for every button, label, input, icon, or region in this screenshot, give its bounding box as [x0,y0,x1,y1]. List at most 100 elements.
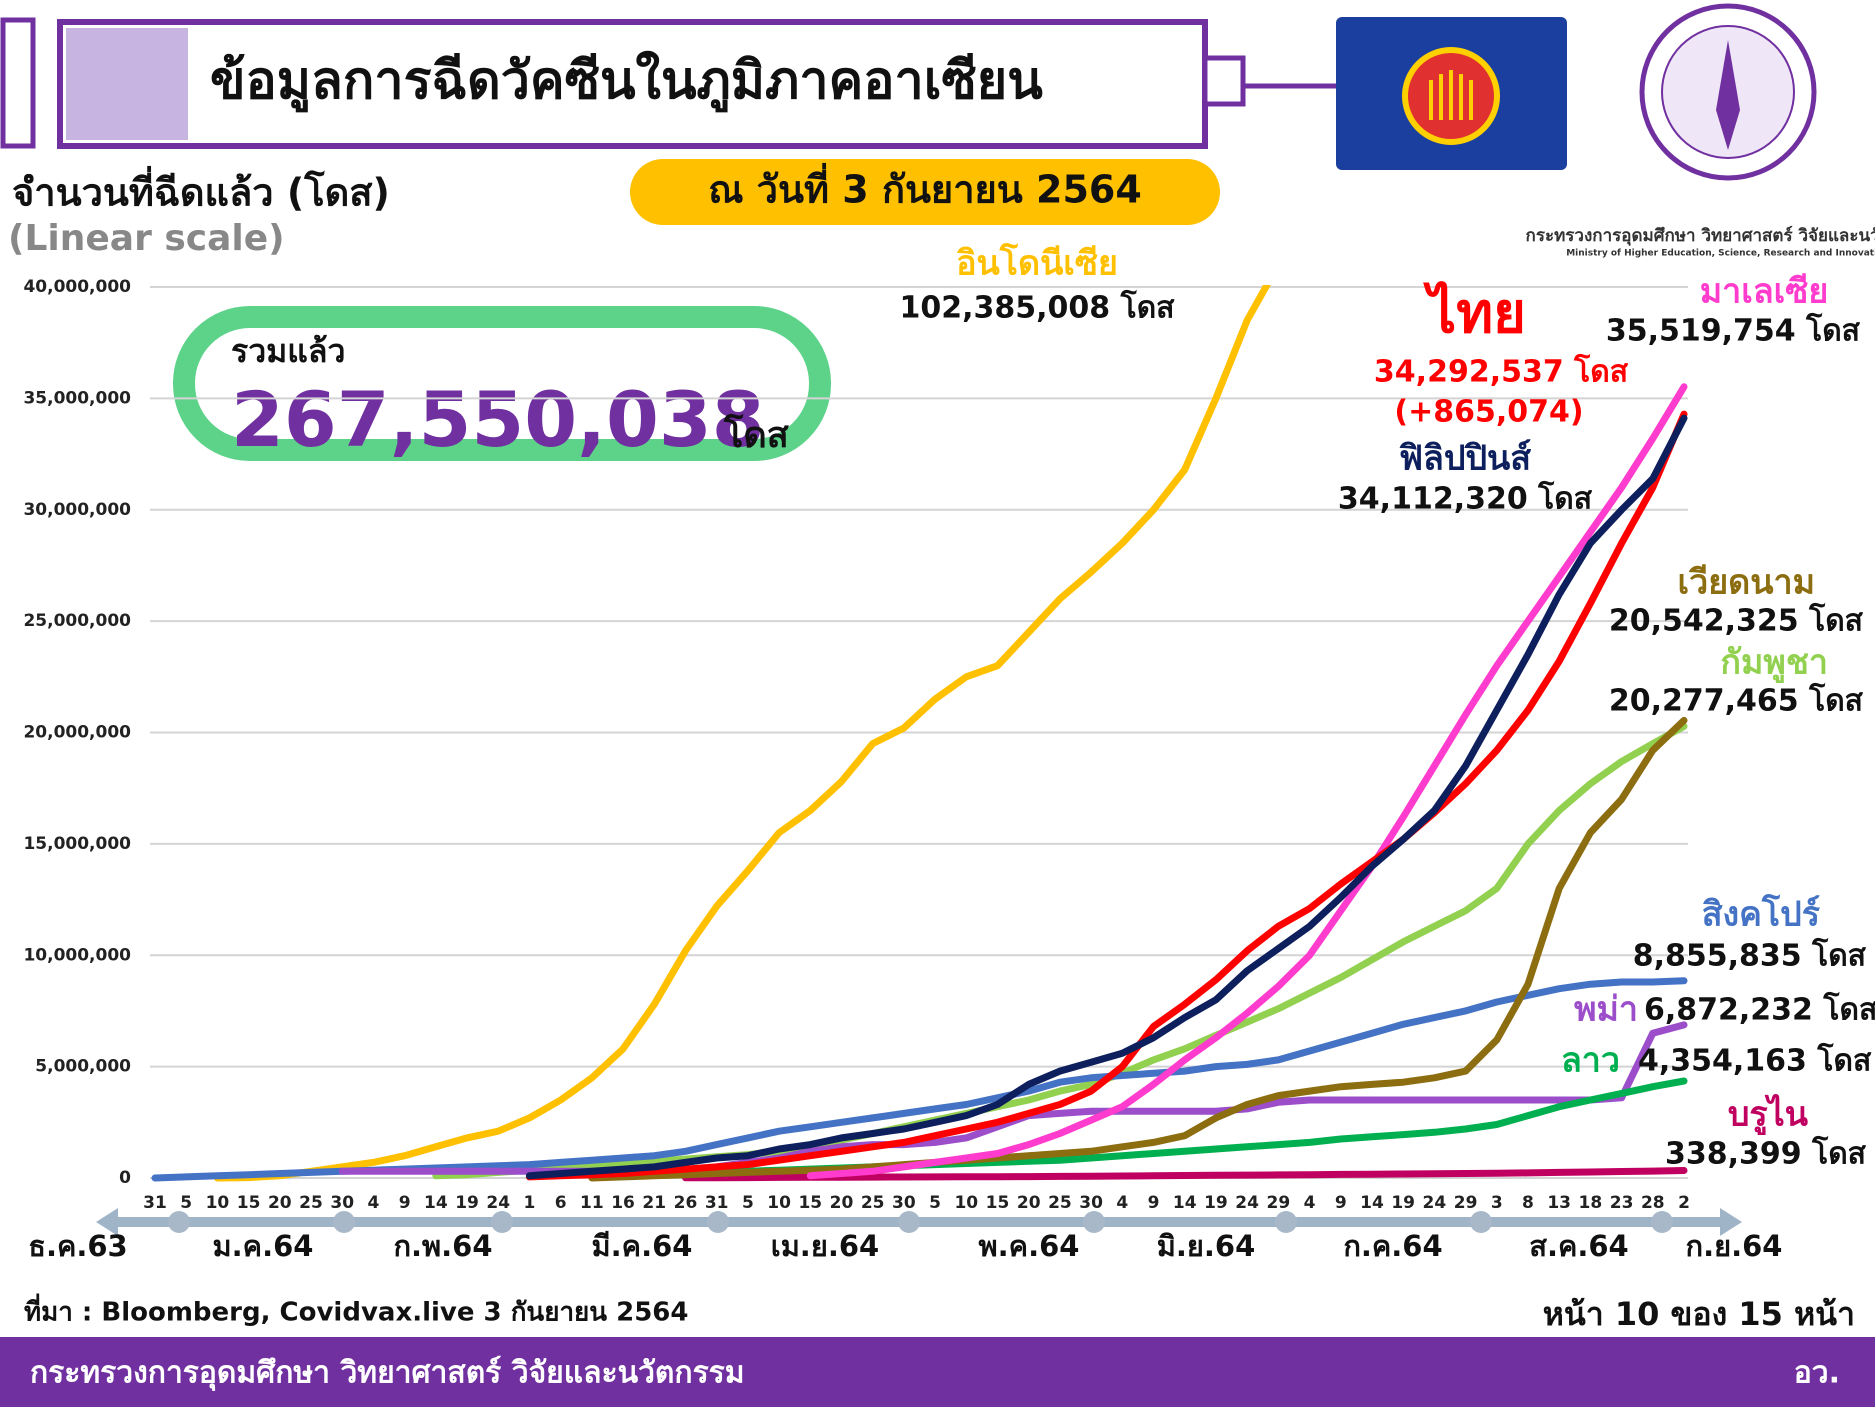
lines [151,285,1688,1182]
timeline-dot [1083,1211,1105,1233]
x-tick-label: 10 [206,1193,230,1213]
series-line [213,285,1271,1182]
x-tick-label: 9 [1335,1193,1347,1213]
x-tick-label: 4 [1116,1193,1128,1213]
x-tick-label: 14 [424,1193,448,1213]
series-name: กัมพูชา [1720,643,1828,684]
x-tick-label: 4 [1304,1193,1316,1213]
series-name: มาเลเซีย [1700,272,1829,312]
month-label: มิ.ย.64 [1157,1229,1256,1263]
month-label: ก.พ.64 [393,1229,492,1263]
timeline-dot [1470,1211,1492,1233]
x-tick-label: 13 [1547,1193,1571,1213]
x-tick-label: 24 [1235,1193,1259,1213]
x-tick-label: 10 [954,1193,978,1213]
x-tick-label: 19 [455,1193,479,1213]
series-end-label: 4,354,163 โดส [1638,1042,1872,1079]
x-tick-label: 10 [767,1193,791,1213]
timeline-dots [168,1211,1673,1233]
x-tick-label: 9 [399,1193,411,1213]
y-tick-label: 30,000,000 [23,500,131,520]
x-tick-label: 20 [268,1193,292,1213]
y-tick-label: 35,000,000 [23,388,131,408]
series-line [525,410,1688,1181]
x-tick-label: 30 [330,1193,354,1213]
month-label: ม.ค.64 [213,1229,314,1263]
series-end-label: 8,855,835 โดส [1633,937,1867,974]
x-tick-label: 14 [1360,1193,1384,1213]
x-tick-label: 21 [642,1193,666,1213]
y-axis-label: จำนวนที่ฉีดแล้ว (โดส) [12,166,390,215]
timeline-dot [1651,1211,1673,1233]
logo-english: Ministry of Higher Education, Science, R… [1566,249,1875,259]
y-tick-label: 15,000,000 [23,834,131,854]
series-end-label: 102,385,008 โดส [899,289,1175,326]
series-end-label: 338,399 โดส [1665,1135,1867,1172]
x-tick-label: 25 [1048,1193,1072,1213]
x-tick-label: 26 [674,1193,698,1213]
series-end-label: 35,519,754 โดส [1606,312,1861,349]
month-label: ก.ค.64 [1343,1229,1442,1263]
series-end-label: 20,277,465 โดส [1609,682,1864,719]
y-tick-label: 40,000,000 [23,277,131,297]
x-tick-label: 2 [1678,1193,1690,1213]
plunger [0,17,36,149]
x-tick-label: 23 [1610,1193,1634,1213]
date-pill [630,159,1220,225]
total-unit: โดส [723,413,789,456]
series-name: อินโดนีเซีย [956,243,1118,284]
source: ที่มา : Bloomberg, Covidvax.live 3 กันยา… [24,1293,688,1328]
series-end-label: 6,872,232 โดส [1644,991,1875,1028]
syringe-tip [1202,55,1246,107]
series-name: บรูไน [1728,1094,1808,1136]
y-tick-label: 0 [119,1168,131,1188]
logo-name: กระทรวงการอุดมศึกษา วิทยาศาสตร์ วิจัยและ… [1526,225,1875,246]
timeline-dot [898,1211,920,1233]
series-name: พม่า [1574,990,1638,1030]
month-label: ส.ค.64 [1529,1229,1629,1263]
x-tick-label: 11 [580,1193,604,1213]
x-tick-label: 6 [555,1193,567,1213]
timeline-dot [168,1211,190,1233]
x-tick-label: 20 [1017,1193,1041,1213]
timeline-arrow-right [1720,1208,1742,1236]
timeline-arrow-left [96,1208,118,1236]
emblem-rice [1429,70,1473,120]
month-label: เม.ย.64 [771,1229,879,1263]
timeline-dot [707,1211,729,1233]
series-line [525,414,1688,1180]
x-tick-label: 15 [986,1193,1010,1213]
total-box [173,306,831,461]
series-name: เวียดนาม [1678,563,1815,603]
x-tick-label: 30 [1079,1193,1103,1213]
series-change: (+865,074) [1394,395,1583,430]
x-tick-label: 19 [1391,1193,1415,1213]
x-tick-label: 15 [237,1193,261,1213]
x-tick-label: 29 [1267,1193,1291,1213]
x-tick-label: 5 [929,1193,941,1213]
x-tick-label: 20 [830,1193,854,1213]
title: ข้อมูลการฉีดวัคซีนในภูมิภาคอาเซียน [210,50,1043,113]
x-tick-label: 5 [180,1193,192,1213]
total-value: 267,550,038 [231,375,765,464]
footer-band [0,1337,1875,1407]
x-tick-label: 25 [299,1193,323,1213]
x-tick-label: 3 [1491,1193,1503,1213]
x-tick-label: 24 [486,1193,510,1213]
series-name: ลาว [1561,1041,1620,1081]
y-tick-label: 10,000,000 [23,945,131,965]
timeline-dot [491,1211,513,1233]
x-tick-label: 15 [798,1193,822,1213]
syringe-fill [66,28,188,140]
footer-ministry: กระทรวงการอุดมศึกษา วิทยาศาสตร์ วิจัยและ… [30,1356,745,1392]
series-line [806,383,1688,1180]
x-tick-label: 4 [368,1193,380,1213]
month-label: ธ.ค.63 [28,1229,128,1263]
scale-note: (Linear scale) [8,218,285,259]
month-label: พ.ค.64 [979,1229,1080,1263]
x-tick-label: 19 [1204,1193,1228,1213]
date: ณ วันที่ 3 กันยายน 2564 [708,163,1142,212]
x-tick-label: 25 [861,1193,885,1213]
x-tick-label: 28 [1641,1193,1665,1213]
